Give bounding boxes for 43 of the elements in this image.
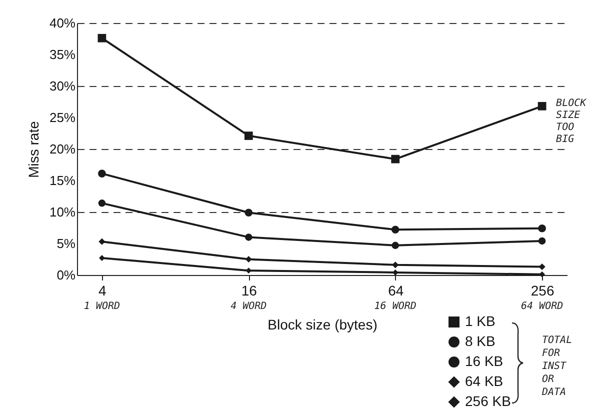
- point: [538, 264, 546, 270]
- x-axis-title: Block size (bytes): [268, 316, 378, 332]
- y-tick-label: 25%: [49, 110, 76, 125]
- x-tick-label: 16: [241, 282, 258, 298]
- y-tick-label: 15%: [49, 173, 76, 188]
- text: 64 WORD: [520, 301, 564, 312]
- legend-label: 256 KB: [465, 393, 511, 409]
- text: 1 WORD: [84, 301, 120, 312]
- point: [98, 200, 106, 207]
- y-axis-title: Miss rate: [25, 120, 42, 178]
- point: [98, 255, 105, 261]
- y-tick-label: 40%: [49, 16, 76, 30]
- text: TOTAL FOR INST OR DATA: [541, 335, 572, 398]
- legend-label: 64 KB: [465, 373, 504, 389]
- annotation: BLOCK SIZE TOO BIG: [556, 98, 588, 146]
- text: 16 WORD: [374, 301, 416, 312]
- y-tick-label: 30%: [49, 78, 76, 94]
- legend-label: 1 KB: [465, 313, 496, 329]
- point: [392, 262, 399, 268]
- y-tick-label: 35%: [49, 47, 76, 62]
- legend-label: 16 KB: [465, 353, 504, 369]
- point: [538, 237, 546, 245]
- point: [538, 224, 546, 232]
- y-tick-label: 5%: [56, 236, 76, 251]
- y-tick-label: 20%: [49, 142, 76, 156]
- point: [98, 34, 106, 42]
- point: [244, 132, 253, 140]
- x-tick-label: 64: [388, 282, 404, 298]
- y-tick-label: 10%: [49, 204, 76, 220]
- point: [244, 208, 253, 217]
- point: [538, 102, 546, 110]
- point: [391, 226, 400, 234]
- point: [391, 154, 400, 164]
- point: [98, 238, 106, 245]
- x-tick-label: 4: [98, 282, 107, 298]
- point: [245, 234, 252, 241]
- text: 4 WORD: [230, 301, 267, 312]
- point: [245, 256, 252, 263]
- point: [98, 170, 106, 178]
- x-tick-label: 256: [530, 282, 554, 298]
- point: [392, 242, 399, 250]
- legend-label: 8 KB: [465, 333, 496, 349]
- y-tick-label: 0%: [56, 268, 76, 282]
